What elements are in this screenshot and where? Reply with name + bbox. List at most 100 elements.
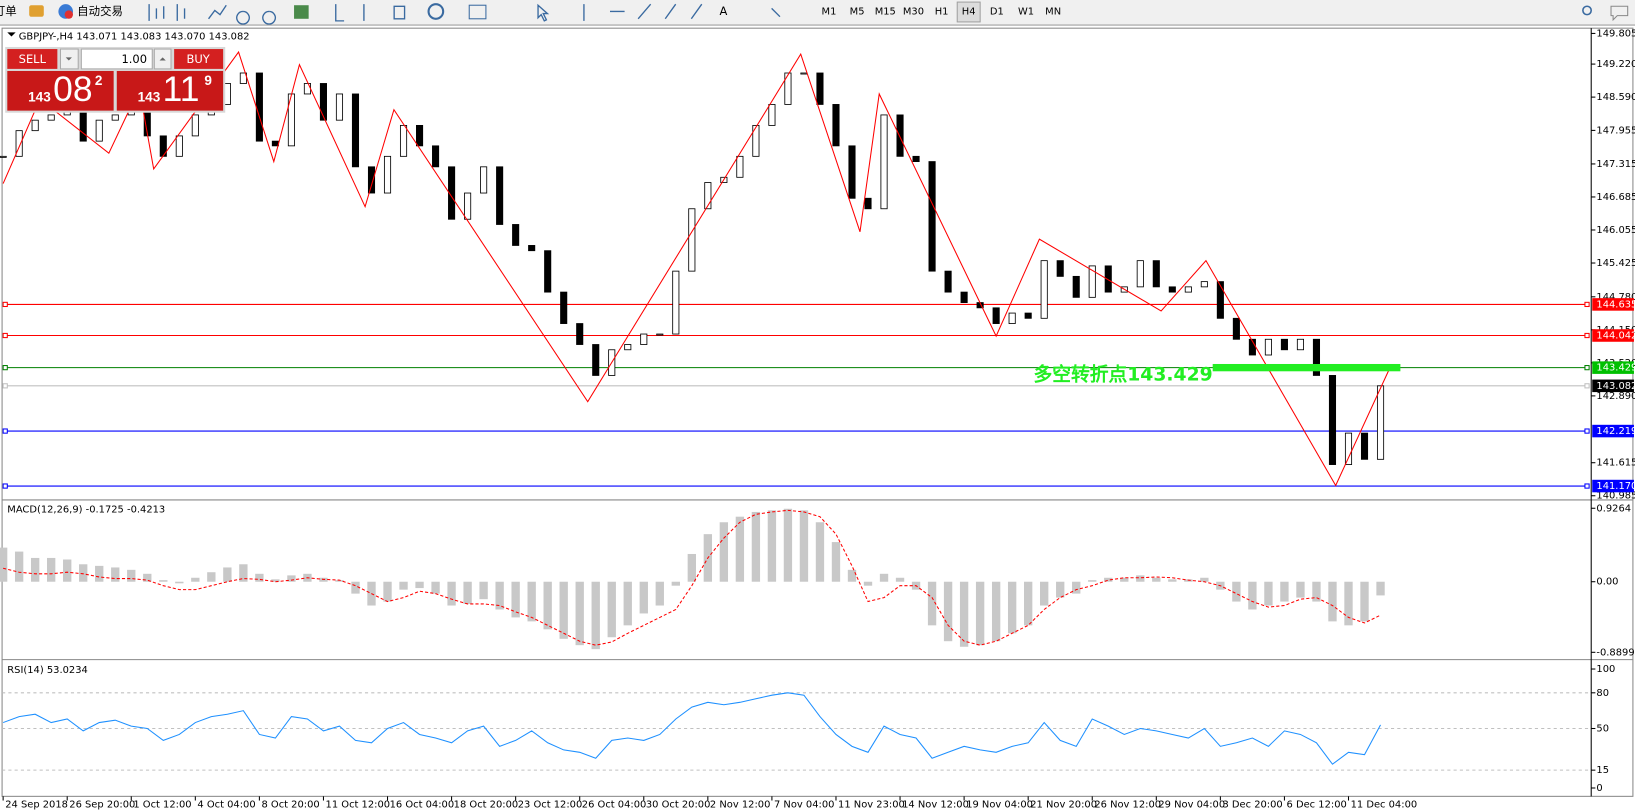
x-tick-label: 11 Dec 04:00 xyxy=(1351,800,1418,811)
timeframe[interactable]: D1 xyxy=(990,6,1004,17)
icon[interactable] xyxy=(468,4,487,20)
level-label: 143.082 xyxy=(1596,381,1635,392)
timeframe[interactable]: M1 xyxy=(822,6,837,17)
icon[interactable] xyxy=(294,5,309,19)
chat-icon[interactable] xyxy=(1610,5,1629,22)
x-tick-label: 30 Oct 20:00 xyxy=(646,800,711,811)
macd-bar xyxy=(719,522,729,582)
toolbar-item[interactable]: 订单 xyxy=(0,4,17,18)
level-handle xyxy=(2,332,8,339)
macd-title: MACD(12,26,9) -0.1725 -0.4213 xyxy=(7,504,165,515)
level-label-bg xyxy=(1592,361,1634,374)
macd-bar xyxy=(239,564,248,582)
macd-bar xyxy=(783,508,793,582)
macd-bar xyxy=(159,580,168,582)
level-handle xyxy=(1584,332,1590,339)
macd-bar xyxy=(927,581,937,626)
macd-bar xyxy=(255,573,264,582)
candle xyxy=(271,140,279,147)
toolbar-item[interactable]: 自动交易 xyxy=(77,4,123,18)
candle xyxy=(1184,286,1192,293)
macd-bar xyxy=(1248,581,1257,610)
x-tick-label: 4 Oct 04:00 xyxy=(197,800,255,811)
timeframe[interactable]: H4 xyxy=(962,6,976,17)
sell-big-figure: 143 xyxy=(28,90,51,105)
candle xyxy=(1104,265,1112,293)
candle xyxy=(15,130,23,157)
search-icon[interactable] xyxy=(1582,5,1592,16)
candle xyxy=(1168,286,1176,293)
candle xyxy=(1088,265,1096,298)
icon[interactable] xyxy=(29,5,44,17)
timeframe[interactable]: M5 xyxy=(850,6,865,17)
y-tick-label: 140.985 xyxy=(1596,491,1635,502)
rsi-line xyxy=(2,692,1381,765)
macd-bar xyxy=(399,581,408,590)
y-tick-label: 80 xyxy=(1596,688,1609,699)
macd-bar xyxy=(1232,581,1241,602)
macd-bar xyxy=(959,581,969,647)
candle xyxy=(960,291,968,304)
buy-label[interactable]: BUY xyxy=(186,52,210,66)
timeframe[interactable]: MN xyxy=(1045,6,1061,17)
candle xyxy=(175,135,183,157)
chart-title: GBPJPY-,H4 143.071 143.083 143.070 143.0… xyxy=(19,32,250,43)
icon[interactable] xyxy=(427,3,445,20)
lot-value[interactable]: 1.00 xyxy=(121,52,147,66)
level-label-bg xyxy=(1592,298,1634,311)
candle xyxy=(672,270,680,335)
level-label: 141.170 xyxy=(1596,481,1635,492)
candle xyxy=(1328,375,1337,465)
timeframe[interactable]: W1 xyxy=(1018,6,1034,17)
y-tick-label: -0.8899 xyxy=(1596,647,1634,658)
text-tool[interactable]: A xyxy=(719,4,727,18)
candle xyxy=(432,145,440,168)
level-label: 143.429 xyxy=(1596,363,1635,374)
candle xyxy=(768,104,776,126)
level-handle xyxy=(1584,483,1590,489)
buy-price-box[interactable] xyxy=(116,70,224,111)
macd-bar xyxy=(767,510,777,582)
candle xyxy=(880,114,888,210)
timeframe[interactable]: M15 xyxy=(875,6,896,17)
lot-input[interactable] xyxy=(80,48,153,70)
candle xyxy=(1360,432,1369,460)
x-tick-label: 29 Nov 04:00 xyxy=(1158,800,1225,811)
sell-button[interactable] xyxy=(7,49,58,69)
candle xyxy=(944,270,952,293)
buy-button[interactable] xyxy=(174,49,224,69)
level-label-bg xyxy=(1592,479,1634,493)
sell-label[interactable]: SELL xyxy=(19,52,47,66)
sell-price-box[interactable] xyxy=(7,70,114,111)
level-handle xyxy=(2,428,8,434)
level-handle xyxy=(1584,428,1590,434)
level-handle xyxy=(2,365,8,371)
arrow xyxy=(65,57,72,61)
candle xyxy=(1376,385,1385,460)
timeframe[interactable]: M30 xyxy=(903,6,924,17)
level-label-bg xyxy=(1592,329,1634,342)
macd-bar xyxy=(1328,581,1337,622)
macd-bar xyxy=(431,581,440,594)
macd-bar xyxy=(591,581,600,650)
candle xyxy=(816,72,824,105)
candle xyxy=(416,124,424,147)
candle xyxy=(928,161,936,272)
macd-bar xyxy=(527,581,536,622)
candle xyxy=(576,323,584,345)
candle xyxy=(191,114,199,137)
level-handle xyxy=(1584,365,1590,371)
macd-bar xyxy=(95,565,104,582)
candle xyxy=(367,166,376,194)
y-tick-label: 100 xyxy=(1596,664,1615,675)
candle xyxy=(544,250,552,293)
macd-bar xyxy=(1040,581,1049,606)
y-tick-label: 141.615 xyxy=(1596,458,1635,469)
macd-bar xyxy=(1152,577,1161,582)
candle xyxy=(912,155,920,163)
macd-bar xyxy=(1200,577,1209,582)
timeframe[interactable]: H1 xyxy=(935,6,949,17)
macd-bar xyxy=(223,567,232,582)
level-label-bg xyxy=(1592,424,1634,438)
macd-bar xyxy=(735,516,745,582)
